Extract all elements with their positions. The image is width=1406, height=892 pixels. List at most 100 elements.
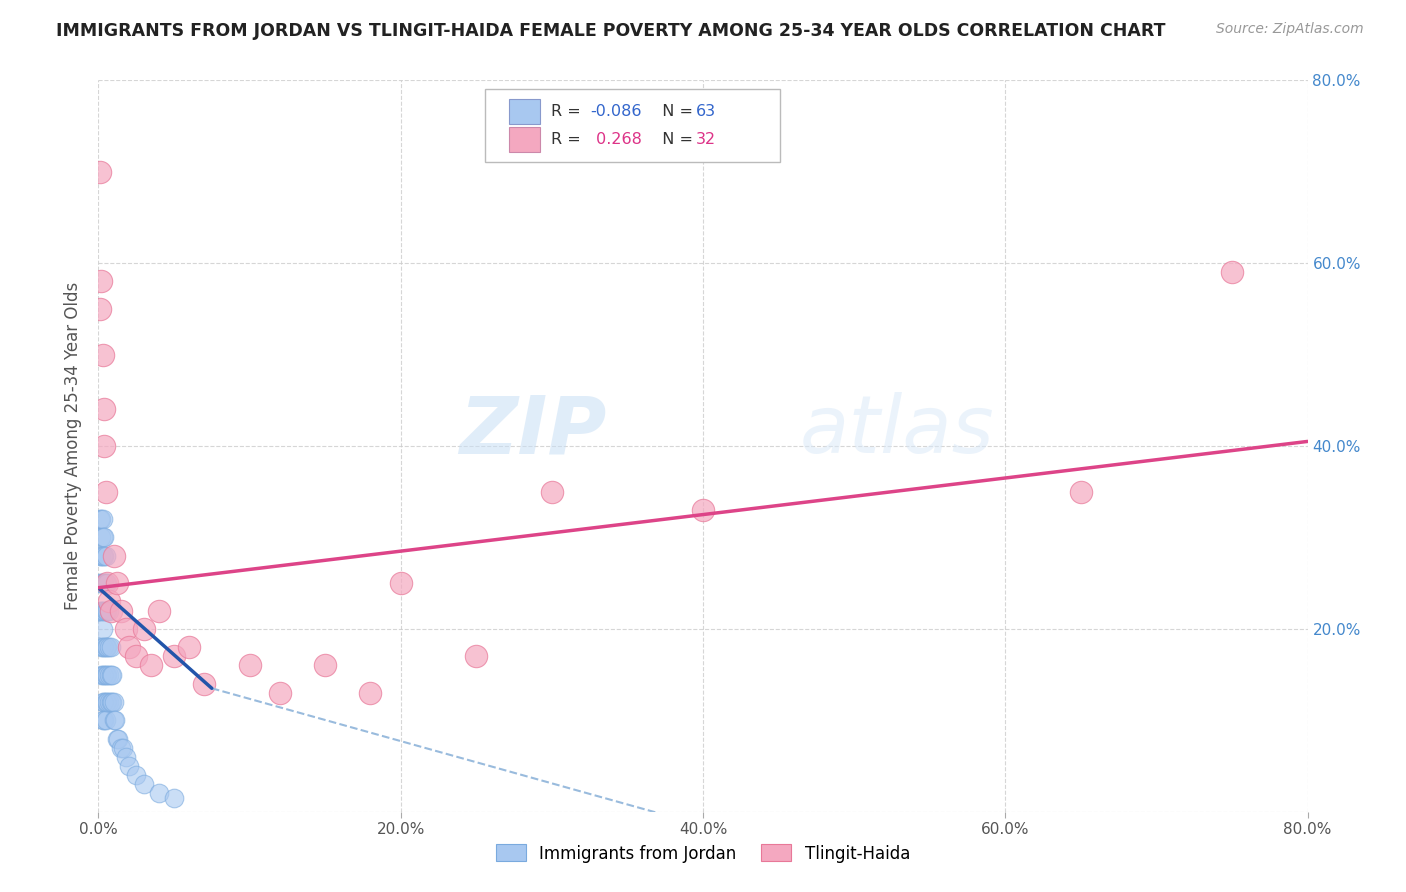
Point [148, 787, 170, 801]
Text: atlas: atlas [800, 392, 994, 470]
Point [98, 603, 121, 617]
Text: IMMIGRANTS FROM JORDAN VS TLINGIT-HAIDA FEMALE POVERTY AMONG 25-34 YEAR OLDS COR: IMMIGRANTS FROM JORDAN VS TLINGIT-HAIDA … [56, 22, 1166, 40]
Point [94, 714, 117, 728]
Point [540, 484, 562, 499]
Point [93, 714, 115, 728]
Point [91, 640, 114, 655]
Point [105, 576, 128, 591]
Y-axis label: Female Poverty Among 25-34 Year Olds: Female Poverty Among 25-34 Year Olds [65, 282, 83, 610]
Point [89, 164, 111, 178]
Point [132, 622, 155, 636]
Point [1070, 484, 1092, 499]
Point [93, 576, 115, 591]
Point [93, 402, 115, 417]
Text: ZIP: ZIP [458, 392, 606, 470]
Point [93, 530, 115, 544]
Point [98, 640, 121, 655]
Point [93, 439, 115, 453]
Point [111, 740, 134, 755]
Point [114, 749, 136, 764]
Point [91, 576, 114, 591]
Point [118, 759, 141, 773]
Point [98, 695, 121, 709]
Point [93, 667, 115, 681]
Point [100, 640, 122, 655]
Point [91, 549, 114, 563]
Point [90, 576, 112, 591]
Point [91, 714, 114, 728]
Point [91, 603, 114, 617]
Point [125, 649, 148, 664]
Point [114, 622, 136, 636]
Legend: Immigrants from Jordan, Tlingit-Haida: Immigrants from Jordan, Tlingit-Haida [489, 838, 917, 869]
Point [118, 640, 141, 655]
Point [96, 640, 118, 655]
Point [89, 512, 111, 526]
Point [96, 667, 118, 681]
Point [96, 576, 118, 591]
Point [93, 640, 115, 655]
Text: 32: 32 [696, 132, 716, 147]
Point [90, 667, 112, 681]
Point [94, 667, 117, 681]
Point [110, 603, 132, 617]
Point [107, 731, 129, 746]
Point [360, 686, 382, 700]
Point [100, 667, 122, 681]
Point [125, 768, 148, 782]
Point [148, 603, 170, 617]
Point [90, 549, 112, 563]
Point [91, 695, 114, 709]
Point [91, 667, 114, 681]
Point [89, 603, 111, 617]
Point [90, 275, 112, 289]
Point [93, 695, 115, 709]
Point [179, 640, 201, 655]
Point [269, 686, 291, 700]
Point [91, 530, 114, 544]
Point [389, 576, 412, 591]
Text: R =: R = [551, 132, 586, 147]
Point [90, 640, 112, 655]
Point [90, 512, 112, 526]
Point [1220, 265, 1243, 279]
Point [93, 549, 115, 563]
Point [104, 714, 127, 728]
Point [163, 791, 186, 805]
Point [94, 484, 117, 499]
Point [132, 777, 155, 791]
Text: R =: R = [551, 104, 586, 120]
Point [91, 622, 114, 636]
Point [163, 649, 186, 664]
Point [89, 549, 111, 563]
Point [90, 530, 112, 544]
Point [89, 301, 111, 316]
Point [692, 503, 714, 517]
Point [94, 549, 117, 563]
Text: 63: 63 [696, 104, 716, 120]
Point [93, 603, 115, 617]
Point [96, 695, 118, 709]
Point [141, 658, 163, 673]
Point [94, 603, 117, 617]
Text: N =: N = [652, 132, 699, 147]
Point [103, 549, 125, 563]
Point [193, 676, 215, 690]
Point [100, 603, 122, 617]
Point [103, 695, 125, 709]
Point [239, 658, 262, 673]
Point [91, 512, 114, 526]
Point [101, 667, 124, 681]
Text: N =: N = [652, 104, 699, 120]
Point [89, 576, 111, 591]
Point [314, 658, 336, 673]
Text: Source: ZipAtlas.com: Source: ZipAtlas.com [1216, 22, 1364, 37]
Point [96, 603, 118, 617]
Text: 0.268: 0.268 [591, 132, 641, 147]
Point [91, 347, 114, 362]
Point [98, 667, 121, 681]
Point [465, 649, 488, 664]
Point [94, 576, 117, 591]
Point [90, 603, 112, 617]
Point [94, 695, 117, 709]
